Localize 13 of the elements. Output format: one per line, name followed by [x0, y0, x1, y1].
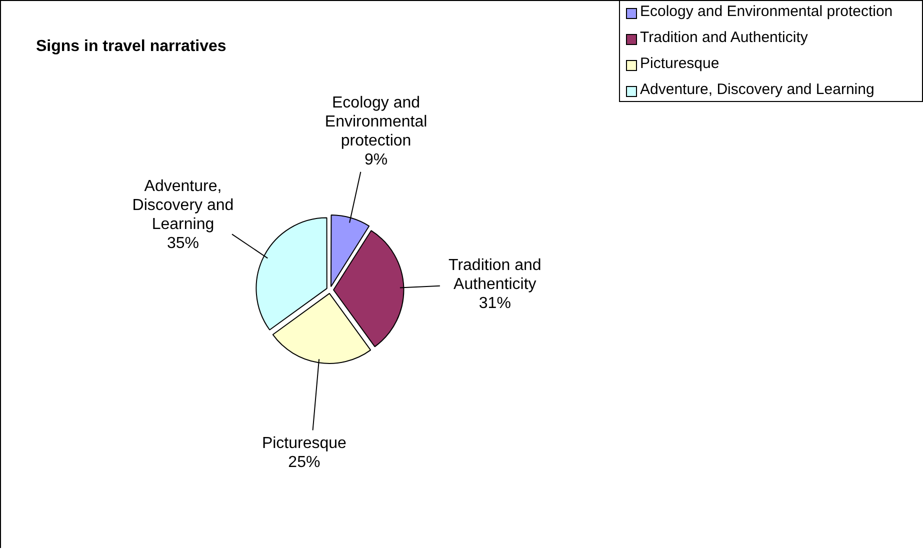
slice-label: Tradition and Authenticity	[448, 257, 542, 294]
data-label: 31%	[478, 295, 511, 312]
data-label: 25%	[288, 454, 320, 471]
text: Signs in travel narratives	[36, 38, 226, 56]
legend-label: Adventure, Discovery and Learning	[640, 81, 874, 98]
legend-label: Picturesque	[640, 55, 720, 72]
data-label: 35%	[166, 235, 199, 252]
slice-label: Picturesque	[262, 434, 347, 452]
slice-label: Adventure, Discovery and Learning	[132, 178, 234, 233]
legend-label: Tradition and Authenticity	[640, 29, 808, 46]
slice-label: Ecology and Environmental protection	[324, 94, 428, 150]
data-label: 9%	[364, 151, 388, 168]
legend-label: Ecology and Environmental protection	[640, 3, 893, 20]
